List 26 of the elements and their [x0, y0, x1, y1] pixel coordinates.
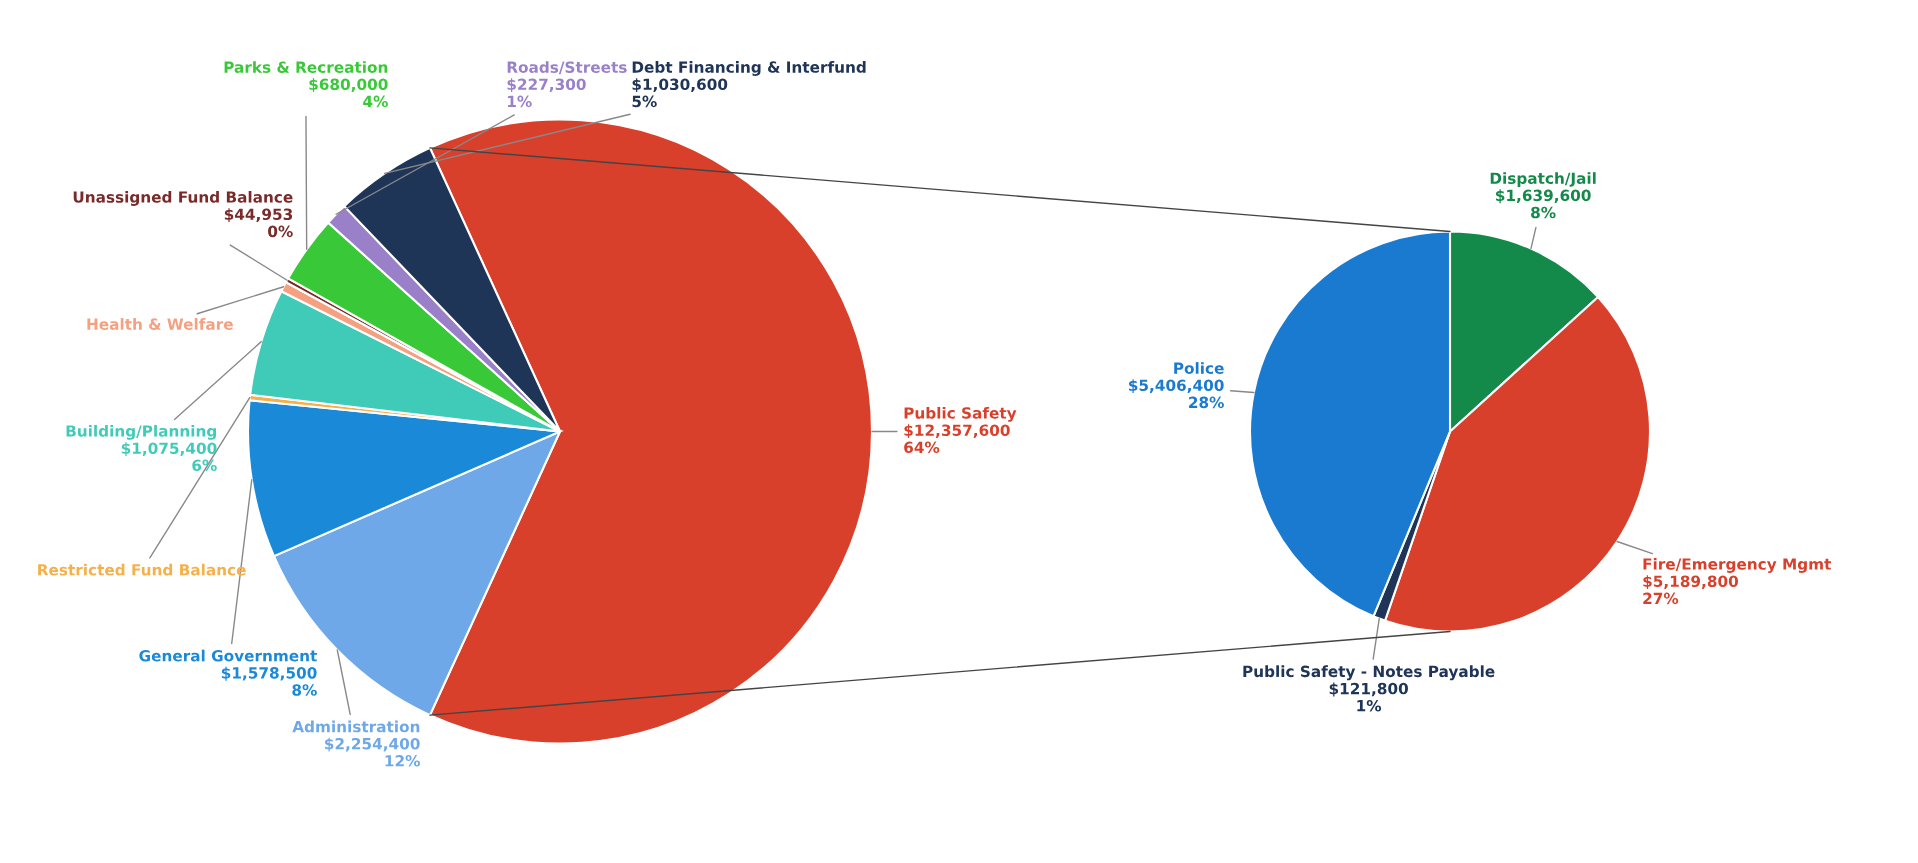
data-label: $121,800 1% [1329, 682, 1408, 712]
data-label: $1,578,500 8% [221, 666, 317, 696]
slice-label: Restricted Fund Balance [38, 563, 246, 576]
slice-label: Fire/Emergency Mgmt [1643, 557, 1832, 573]
data-label: $1,639,600 8% [1495, 189, 1591, 219]
slice-label: Roads/Streets [507, 61, 627, 75]
slice-label: Parks & Recreation [224, 61, 388, 73]
slice-label: Dispatch/Jail [1490, 172, 1596, 187]
data-label: $12,357,600 64% [904, 424, 1010, 454]
data-label: $1,030,600 5% [632, 78, 728, 108]
slice-label: Public Safety [904, 406, 1017, 422]
slice-label: Building/Planning [66, 424, 216, 440]
slice-label: Administration [292, 720, 420, 733]
slice-label: Health & Welfare [87, 318, 233, 330]
slice-label: Unassigned Fund Balance [73, 190, 293, 206]
data-label: $1,075,400 6% [121, 442, 217, 472]
data-label: $680,000 4% [309, 78, 388, 108]
slice-label: Public Safety - Notes Payable [1243, 665, 1495, 681]
slice-label: Debt Financing & Interfund [632, 61, 866, 76]
data-label: $44,953 0% [224, 208, 293, 238]
slice-label: General Government [139, 649, 317, 662]
slice-label: Police [1174, 362, 1224, 374]
data-label: $5,189,800 27% [1643, 575, 1739, 605]
data-label: $227,300 1% [507, 78, 586, 108]
data-label: $2,254,400 12% [324, 737, 420, 767]
data-label: $5,406,400 28% [1128, 379, 1224, 409]
